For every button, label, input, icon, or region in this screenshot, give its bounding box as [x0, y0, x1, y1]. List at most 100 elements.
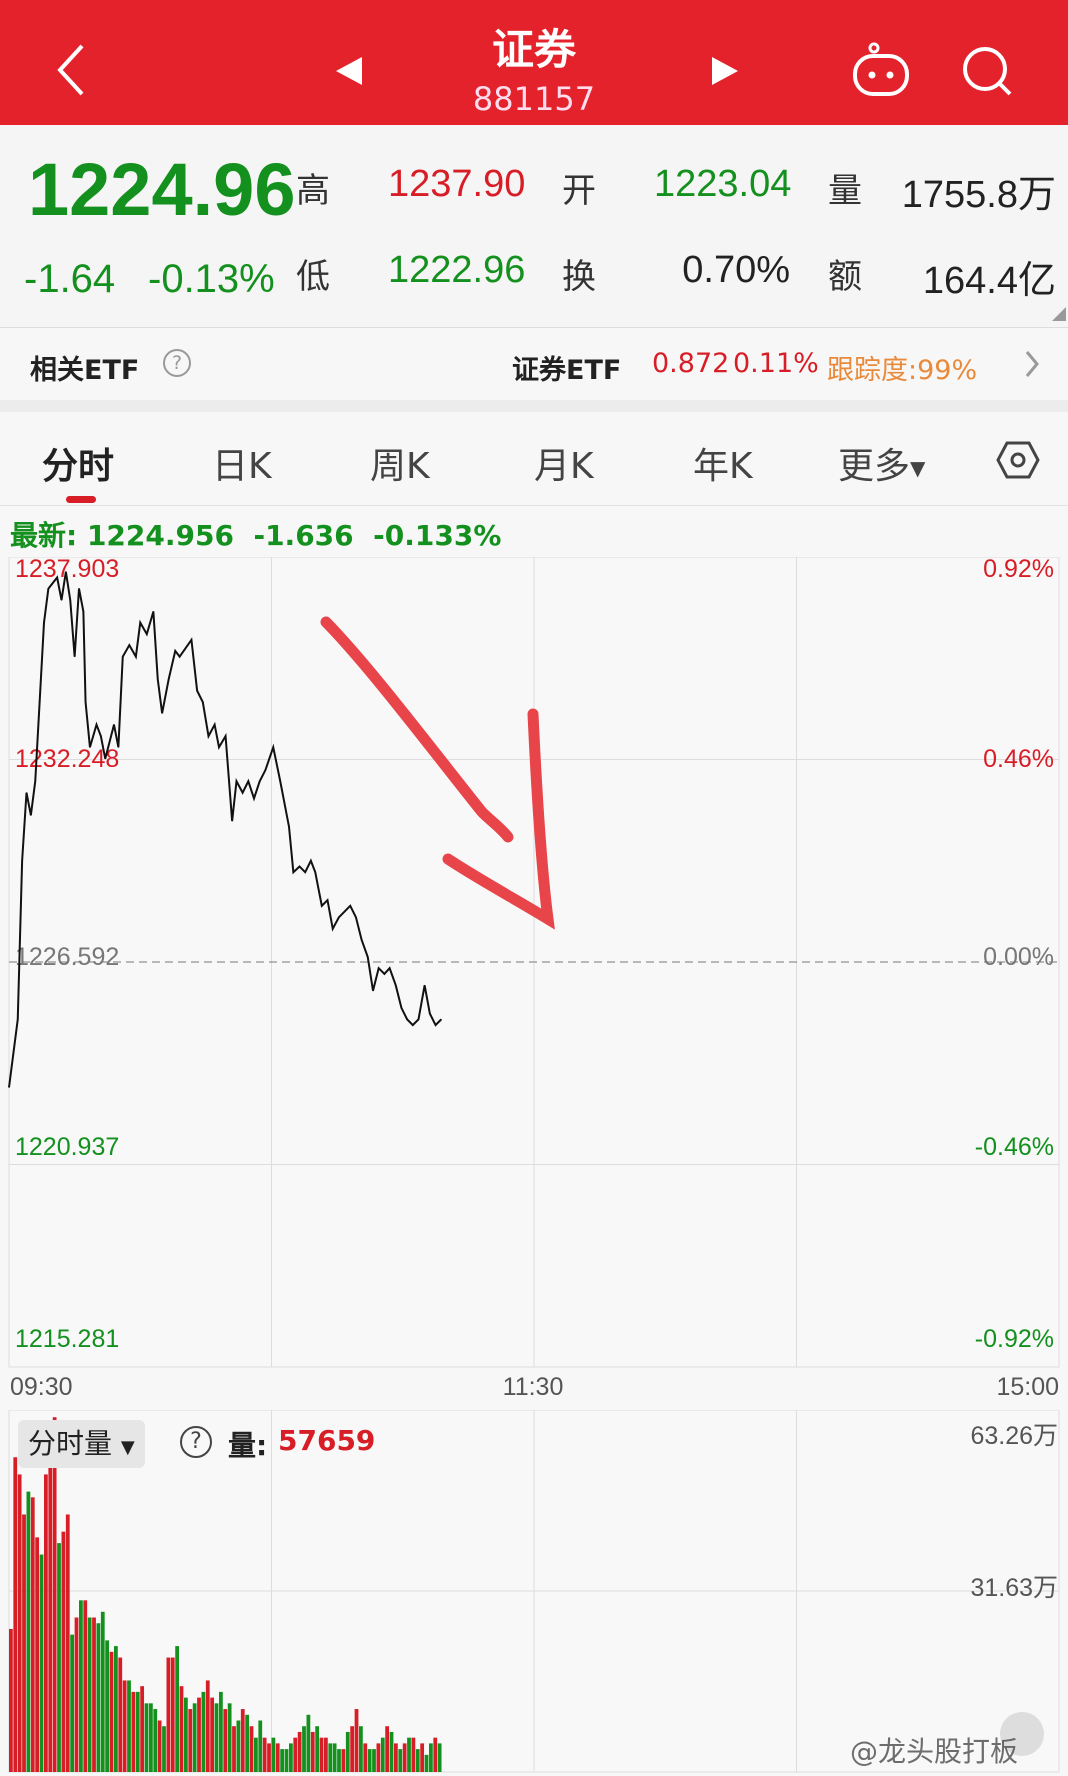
- stock-code: 881157: [472, 80, 596, 118]
- price-point: [82, 611, 84, 613]
- volume-bar: [424, 1754, 429, 1772]
- tab-more-label: 更多: [838, 446, 911, 487]
- volume-bar: [74, 1617, 79, 1772]
- related-etf-row[interactable]: 相关ETF ? 证券ETF 0.872 0.11% 跟踪度:99%: [0, 328, 1068, 400]
- volume-bar: [201, 1691, 206, 1772]
- volume-bar: [249, 1726, 254, 1772]
- price-point: [236, 780, 237, 782]
- y-tick-right: 0.92%: [983, 557, 1054, 583]
- volume-bar: [52, 1417, 57, 1772]
- back-icon[interactable]: [52, 42, 88, 98]
- volume-bar: [192, 1703, 197, 1772]
- volume-bar: [429, 1743, 433, 1772]
- search-icon[interactable]: [960, 44, 1016, 100]
- prev-stock-icon[interactable]: [334, 55, 364, 87]
- intraday-volume-chart[interactable]: 63.26万 31.63万: [0, 1410, 1068, 1776]
- y-tick-left: 1215.281: [15, 1325, 119, 1353]
- price-point: [61, 599, 62, 601]
- price-point: [378, 967, 380, 969]
- price-point: [69, 599, 71, 601]
- expand-corner-icon[interactable]: [1052, 307, 1066, 321]
- volume-label: 量: [828, 171, 862, 211]
- tab-yearly-k[interactable]: 年K: [693, 446, 753, 487]
- volume-indicator-select[interactable]: 分时量 ▼: [18, 1420, 145, 1468]
- volume-bar: [324, 1737, 328, 1772]
- volume-bar: [232, 1726, 236, 1772]
- price-point: [440, 1018, 442, 1020]
- volume-bar: [22, 1514, 26, 1772]
- price-point: [327, 899, 328, 901]
- help-icon[interactable]: ?: [180, 1426, 212, 1458]
- price-point: [139, 622, 141, 624]
- volume-bar: [372, 1749, 376, 1772]
- volume-bar: [437, 1743, 442, 1772]
- y-tick-left: 1232.248: [15, 745, 119, 773]
- chevron-right-icon[interactable]: [1024, 350, 1040, 378]
- price-point: [418, 1018, 419, 1020]
- tab-intraday[interactable]: 分时: [42, 446, 115, 487]
- next-stock-icon[interactable]: [710, 55, 740, 87]
- low-value: 1222.96: [388, 249, 526, 291]
- intraday-price-chart[interactable]: 1237.9031232.2481226.5921220.9371215.281…: [0, 557, 1068, 1407]
- volume-bar: [92, 1617, 96, 1772]
- tab-daily-k[interactable]: 日K: [212, 446, 272, 487]
- price-point: [395, 984, 397, 986]
- volume-bar: [65, 1514, 70, 1772]
- volume-bar: [26, 1491, 31, 1772]
- volume-bar: [179, 1686, 184, 1772]
- fullscreen-button[interactable]: [1000, 1712, 1044, 1756]
- y-tick-right: 0.00%: [983, 943, 1054, 971]
- current-volume-value: 57659: [278, 1424, 376, 1457]
- price-point: [412, 1024, 414, 1026]
- price-point: [304, 871, 306, 873]
- price-point: [310, 860, 312, 862]
- volume-bar: [175, 1646, 180, 1772]
- turnover-value: 0.70%: [682, 249, 790, 291]
- volume-bar: [223, 1709, 228, 1772]
- volume-bar: [70, 1634, 75, 1772]
- volume-bar: [236, 1720, 241, 1772]
- price-point: [78, 588, 80, 590]
- price-point: [202, 701, 204, 703]
- volume-bar: [105, 1640, 110, 1772]
- volume-bar: [205, 1680, 210, 1772]
- volume-bar: [398, 1749, 403, 1772]
- settings-icon[interactable]: [996, 440, 1040, 480]
- price-point: [218, 746, 220, 748]
- robot-assistant-icon[interactable]: [850, 42, 912, 98]
- help-icon[interactable]: ?: [163, 349, 191, 377]
- volume-bar: [61, 1531, 66, 1772]
- price-point: [314, 871, 316, 873]
- open-value: 1223.04: [654, 163, 792, 205]
- y-tick-right: 0.46%: [983, 745, 1054, 773]
- price-point: [168, 678, 170, 680]
- price-point: [190, 639, 192, 641]
- quote-panel: 1224.96 -1.64 -0.13% 高 1237.90 开 1223.04…: [0, 125, 1068, 328]
- price-point: [214, 724, 216, 726]
- volume-bar: [245, 1714, 250, 1772]
- price-point: [39, 701, 41, 703]
- volume-bar: [17, 1474, 22, 1772]
- volume-bar: [280, 1749, 285, 1772]
- price-point: [279, 780, 281, 782]
- volume-bar: [166, 1657, 171, 1772]
- price-point: [128, 644, 130, 646]
- volume-bar: [284, 1749, 289, 1772]
- volume-bar: [310, 1731, 315, 1772]
- price-point: [152, 611, 154, 613]
- y-tick: 31.63万: [970, 1574, 1058, 1602]
- price-change: -1.64: [24, 257, 116, 301]
- price-point: [299, 865, 300, 867]
- volume-bar: [389, 1731, 394, 1772]
- tab-monthly-k[interactable]: 月K: [534, 446, 594, 487]
- tab-weekly-k[interactable]: 周K: [370, 446, 430, 487]
- active-tab-indicator: [66, 496, 96, 503]
- price-point: [113, 724, 115, 726]
- volume-bar: [9, 1628, 13, 1772]
- volume-bar: [44, 1474, 48, 1772]
- price-point: [100, 735, 102, 737]
- volume-bar: [184, 1697, 188, 1772]
- etf-tracking: 跟踪度:99%: [827, 355, 978, 386]
- volume-bar: [297, 1731, 302, 1772]
- tab-more[interactable]: 更多▼: [838, 437, 925, 489]
